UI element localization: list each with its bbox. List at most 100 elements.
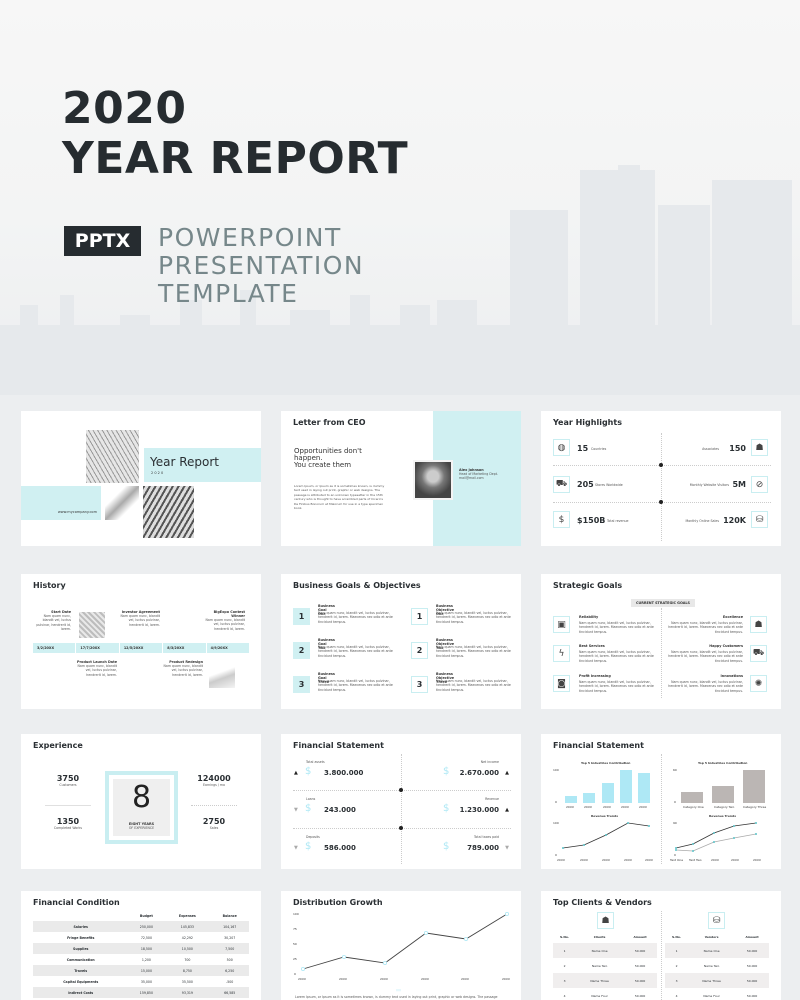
dollar-icon: $ bbox=[443, 766, 450, 777]
cell: Name Four bbox=[591, 993, 608, 998]
objective-text: Nam quam nunc, blandit vel, luctus pulvi… bbox=[436, 611, 511, 624]
clients-table: S.No. Clients Amount 1 Name One 50.000 2 Name… bbox=[553, 931, 657, 1000]
cell: 4 bbox=[675, 993, 678, 998]
svg-text:\\\\\: \\\\\ bbox=[396, 988, 402, 992]
slide-title: Business Goals & Objectives bbox=[293, 581, 421, 590]
slide-ceo-letter[interactable]: Letter from CEO Opportunities don't happ… bbox=[281, 411, 521, 546]
trend-up-icon: ▲ bbox=[505, 807, 509, 813]
fin-value: 1.230.000 bbox=[459, 806, 499, 814]
cell: 250,000 bbox=[139, 924, 153, 929]
hero-title-text: YEAR REPORT bbox=[62, 133, 409, 184]
stat-value: $150B bbox=[577, 516, 606, 525]
hero-banner: 2020 YEAR REPORT PPTX POWERPOINT PRESENT… bbox=[0, 0, 800, 395]
headline-line: happen. bbox=[294, 454, 323, 462]
table-header-row: Budget Expenses Balance bbox=[33, 911, 249, 921]
svg-text:Revenue Trends: Revenue Trends bbox=[591, 814, 618, 818]
column-header bbox=[33, 911, 128, 921]
slide-financial-condition[interactable]: Financial Condition Budget Expenses Bala… bbox=[21, 891, 261, 1000]
stat-label: Monthly Online Sales bbox=[685, 519, 719, 523]
cell: 35,500 bbox=[181, 979, 193, 984]
slide-cover[interactable]: Year Report 2 0 2 0 www.mycompany.com bbox=[21, 411, 261, 546]
strategy-title: Excellence bbox=[722, 615, 743, 619]
slide-experience[interactable]: Experience 8 EIGHT YEARS OF EXPERIENCE 3… bbox=[21, 734, 261, 869]
cart-icon: ⛟ bbox=[553, 476, 570, 493]
distribution-footer-text: Lorem Ipsum, or Ipsum as it is sometimes… bbox=[295, 995, 498, 999]
fin-label: Total assets bbox=[306, 760, 325, 764]
divider bbox=[661, 754, 662, 864]
objective-number: 1 bbox=[411, 608, 428, 625]
divider bbox=[191, 805, 237, 806]
cell: 3 bbox=[675, 978, 678, 983]
timeline-date: 4/9/20XX bbox=[205, 643, 249, 653]
stat: 1350 Completed Works bbox=[43, 817, 93, 830]
stat-label: Completed Works bbox=[53, 826, 83, 830]
slide-financial-statement[interactable]: Financial Statement Total assets ▲ $ 3.8… bbox=[281, 734, 521, 869]
svg-text:Top 5 Industries Contribution: Top 5 Industries Contribution bbox=[698, 761, 747, 765]
svg-text:100: 100 bbox=[553, 821, 559, 825]
cell: 6,250 bbox=[225, 968, 235, 973]
slide-year-highlights[interactable]: Year Highlights ◍ 15 Countries ☗ 150 Ass… bbox=[541, 411, 781, 546]
slide-financial-charts[interactable]: Financial Statement Top 5 Industries Con… bbox=[541, 734, 781, 869]
safe-icon: ▣ bbox=[553, 616, 570, 633]
dollar-icon: $ bbox=[553, 511, 570, 528]
ceo-body-text: Lorem Ipsum, or Ipsum as it is sometimes… bbox=[294, 484, 385, 511]
divider bbox=[661, 911, 662, 1000]
cell: 50.000 bbox=[746, 978, 758, 983]
cell: 145,833 bbox=[180, 924, 194, 929]
years-label: EIGHT YEARS bbox=[128, 822, 155, 826]
svg-text:20XX: 20XX bbox=[731, 858, 739, 862]
svg-text:20XX: 20XX bbox=[380, 977, 388, 981]
goal-number: 3 bbox=[293, 676, 310, 693]
slide-title: History bbox=[33, 581, 66, 590]
event-title: Product Redesign bbox=[169, 660, 203, 664]
column-header: Balance bbox=[222, 914, 237, 918]
svg-text:90: 90 bbox=[673, 821, 677, 825]
cell: 93,319 bbox=[181, 990, 193, 995]
stat-label: Associates bbox=[702, 447, 719, 451]
stat-label: Customers bbox=[59, 783, 77, 787]
people-icon: ☗ bbox=[750, 616, 767, 633]
fin-label: Total taxes paid bbox=[474, 835, 499, 839]
slide-top-clients-vendors[interactable]: Top Clients & Vendors ☗ ⛁ S.No. Clients Am… bbox=[541, 891, 781, 1000]
column-header: Vendors bbox=[704, 935, 719, 939]
timeline-date: 17/7/20XX bbox=[75, 643, 118, 653]
objective-title: Business Objective Three bbox=[436, 672, 455, 684]
stat: 3750 Customers bbox=[43, 774, 93, 787]
cell: 8,750 bbox=[182, 968, 192, 973]
history-event: Investor Agreement Nam quam nunc, blandi… bbox=[116, 610, 160, 627]
stat-value: 120K bbox=[723, 516, 746, 525]
cell: 2 bbox=[563, 963, 566, 968]
svg-text:0: 0 bbox=[294, 972, 296, 976]
slide-distribution-growth[interactable]: Distribution Growth 100 75 50 25 0 20XX 20XX 2… bbox=[281, 891, 521, 1000]
dollar-icon: $ bbox=[305, 766, 312, 777]
divider bbox=[401, 754, 402, 864]
fin-value: 2.670.000 bbox=[459, 769, 499, 777]
slide-business-goals[interactable]: Business Goals & Objectives 1 Business G… bbox=[281, 574, 521, 709]
slide-strategic-goals[interactable]: Strategic Goals CURRENT STRATEGIC GOALS … bbox=[541, 574, 781, 709]
cell: Communication bbox=[66, 957, 95, 962]
goal-text: Nam quam nunc, blandit vel, luctus pulvi… bbox=[318, 645, 393, 658]
goal-title: Business Goal Two bbox=[318, 638, 335, 650]
svg-text:20XX: 20XX bbox=[753, 858, 761, 862]
cell: Supplies bbox=[73, 946, 89, 951]
stat-value: 5M bbox=[732, 480, 746, 489]
cell: 4 bbox=[563, 993, 566, 998]
cell: -500 bbox=[226, 979, 234, 984]
svg-text:100: 100 bbox=[553, 768, 559, 772]
fin-label: Loans bbox=[306, 797, 316, 801]
svg-text:Text One: Text One bbox=[669, 858, 683, 862]
bag-icon: ⛁ bbox=[751, 511, 768, 528]
stat-label: Countries bbox=[591, 447, 607, 451]
atom-icon: ✺ bbox=[750, 675, 767, 692]
slide-history[interactable]: History Start Date Nam quam nunc, blandi… bbox=[21, 574, 261, 709]
table-row: 2 Name Two 50.000 bbox=[553, 958, 657, 973]
objective-number: 3 bbox=[411, 676, 428, 693]
svg-text:20XX: 20XX bbox=[621, 805, 629, 809]
svg-text:75: 75 bbox=[293, 927, 297, 931]
cell: 15,000 bbox=[140, 968, 152, 973]
table-row: Supplies 18,500 10,500 7,500 bbox=[33, 943, 249, 954]
cell: 50.000 bbox=[634, 963, 646, 968]
strategy-text: Nam quam nunc, blandit vel, luctus pulvi… bbox=[579, 680, 654, 693]
table-header-row: S.No. Clients Amount bbox=[553, 931, 657, 943]
history-event: Product Launch Date Nam quam nunc, bland… bbox=[73, 660, 117, 677]
